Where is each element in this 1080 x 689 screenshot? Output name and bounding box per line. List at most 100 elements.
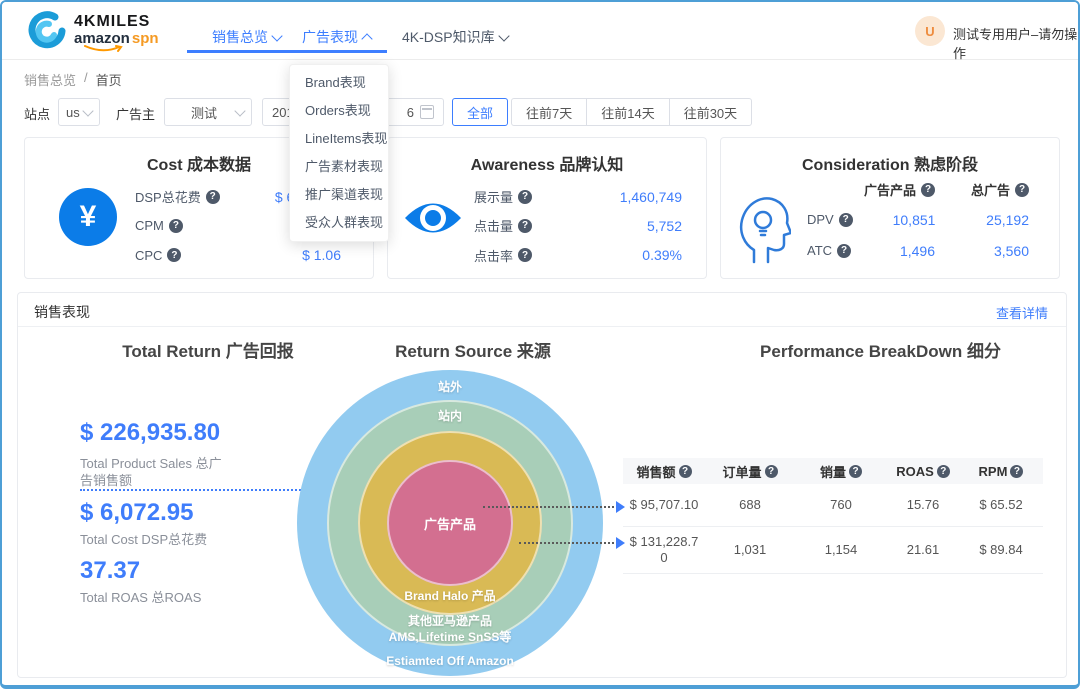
consideration-column-headers: 广告产品 总广告 bbox=[721, 180, 1029, 199]
advertiser-select-value: 测试 bbox=[190, 105, 217, 121]
user-name: 测试专用用户–请勿操作 bbox=[953, 27, 1078, 61]
help-icon[interactable] bbox=[518, 248, 533, 263]
clicks-label: 点击量 bbox=[474, 219, 514, 235]
col-ad-product-label: 广告产品 bbox=[863, 183, 916, 198]
range-30d-button[interactable]: 往前30天 bbox=[668, 99, 751, 125]
help-icon[interactable] bbox=[837, 243, 852, 258]
arrowhead-icon bbox=[616, 501, 625, 513]
breadcrumb-current: 首页 bbox=[95, 73, 122, 88]
amazon-smile-icon bbox=[84, 44, 123, 52]
help-icon[interactable] bbox=[167, 248, 182, 263]
advertiser-label: 广告主 bbox=[116, 107, 156, 122]
menu-item-lineitems[interactable]: LineItems表现 bbox=[305, 131, 388, 146]
brand-amazon: amazon bbox=[74, 29, 130, 47]
consideration-row-atc: ATC 1,496 3,560 bbox=[807, 238, 1029, 264]
nav-dsp-knowledge[interactable]: 4K-DSP知识库 bbox=[402, 27, 510, 47]
brand-spn: spn bbox=[131, 29, 159, 47]
help-icon[interactable] bbox=[921, 182, 935, 197]
nav-ad-performance[interactable]: 广告表现 bbox=[302, 27, 373, 47]
ctr-label: 点击率 bbox=[474, 248, 514, 264]
help-icon[interactable] bbox=[205, 189, 220, 204]
user-avatar[interactable]: U bbox=[915, 16, 945, 46]
sales-section-title: 销售表现 bbox=[34, 304, 90, 320]
ring-ad-product: 广告产品 bbox=[387, 460, 513, 586]
help-icon[interactable] bbox=[678, 464, 692, 478]
leader-dotted-line bbox=[80, 489, 356, 491]
dpv-label: DPV bbox=[807, 212, 834, 227]
help-icon[interactable] bbox=[518, 218, 533, 233]
brand-subtitle: amazon spn bbox=[74, 29, 159, 52]
help-icon[interactable] bbox=[838, 212, 853, 227]
eye-icon bbox=[405, 203, 461, 233]
site-select[interactable]: us bbox=[58, 98, 100, 126]
connector-arrow-row1 bbox=[483, 506, 618, 508]
help-icon[interactable] bbox=[849, 464, 862, 478]
cost-row-dsp-label: DSP总花费 bbox=[135, 190, 201, 206]
help-icon[interactable] bbox=[1015, 182, 1029, 197]
nav-ad-performance-label: 广告表现 bbox=[302, 29, 358, 45]
help-icon[interactable] bbox=[518, 189, 533, 204]
help-icon[interactable] bbox=[936, 464, 950, 478]
impressions-label: 展示量 bbox=[474, 190, 514, 206]
total-return-heading: Total Return 广告回报 bbox=[122, 342, 294, 361]
menu-item-creative[interactable]: 广告素材表现 bbox=[305, 159, 384, 174]
ad-performance-dropdown-menu: Brand表现 Orders表现 LineItems表现 广告素材表现 推广渠道… bbox=[289, 64, 389, 242]
help-icon[interactable] bbox=[764, 464, 778, 478]
chevron-down-icon bbox=[497, 29, 510, 42]
chevron-down-icon bbox=[234, 104, 246, 117]
menu-item-orders[interactable]: Orders表现 bbox=[305, 103, 371, 118]
logo: 4KMILES amazon spn bbox=[26, 10, 159, 52]
breadcrumb-root[interactable]: 销售总览 bbox=[24, 73, 77, 88]
help-icon[interactable] bbox=[1010, 464, 1024, 478]
site-select-value: us bbox=[66, 104, 80, 120]
chevron-down-icon bbox=[82, 104, 94, 117]
return-source-heading: Return Source 来源 bbox=[395, 342, 551, 361]
cost-row-cpc: CPC $ 1.06 bbox=[135, 242, 341, 268]
view-details-link[interactable]: 查看详情 bbox=[995, 306, 1048, 321]
connector-arrow-row2 bbox=[519, 542, 618, 544]
arrowhead-icon bbox=[616, 537, 625, 549]
awareness-row-ctr: 点击率 0.39% bbox=[474, 242, 682, 268]
ring-label-other-amazon: 其他亚马逊产品 bbox=[407, 614, 492, 628]
row2-sales: $ 131,228.7 0 bbox=[629, 534, 699, 565]
menu-item-audience[interactable]: 受众人群表现 bbox=[305, 215, 384, 230]
menu-item-channel[interactable]: 推广渠道表现 bbox=[305, 187, 384, 202]
menu-item-brand[interactable]: Brand表现 bbox=[305, 75, 366, 90]
consideration-row-dpv: DPV 10,851 25,192 bbox=[807, 207, 1029, 233]
awareness-row-clicks: 点击量 5,752 bbox=[474, 213, 682, 239]
col-sales-amount: 销售额 bbox=[636, 464, 676, 480]
col-total-ad-label: 总广告 bbox=[970, 183, 1010, 198]
awareness-card-title: Awareness 品牌认知 bbox=[470, 157, 624, 174]
cost-row-cpc-value: $ 1.06 bbox=[302, 247, 341, 264]
total-roas-label: Total ROAS 总ROAS bbox=[80, 590, 202, 605]
col-rpm: RPM bbox=[978, 463, 1008, 479]
row2-units: 1,154 bbox=[824, 542, 858, 557]
range-14d-button[interactable]: 往前14天 bbox=[586, 99, 668, 125]
awareness-row-impressions: 展示量 1,460,749 bbox=[474, 184, 682, 210]
advertiser-select[interactable]: 测试 bbox=[164, 98, 252, 126]
calendar-icon bbox=[420, 105, 434, 119]
clicks-value: 5,752 bbox=[646, 217, 682, 234]
help-icon[interactable] bbox=[168, 218, 183, 233]
4kmiles-swirl-icon bbox=[28, 11, 66, 49]
nav-sales-overview[interactable]: 销售总览 bbox=[212, 27, 283, 47]
range-all-button[interactable]: 全部 bbox=[452, 98, 508, 126]
row1-orders: 688 bbox=[739, 497, 761, 512]
date-range-start: 201 bbox=[272, 104, 294, 120]
breakdown-table: 销售额 订单量 销量 ROAS RPM $ 95,707.10 688 760 … bbox=[623, 458, 1043, 574]
dpv-ad-product-value: 10,851 bbox=[892, 211, 936, 228]
consideration-card: Consideration 熟虑阶段 广告产品 总广告 DPV 10,851 2… bbox=[720, 137, 1060, 279]
row1-units: 760 bbox=[830, 497, 852, 512]
dpv-total-value: 25,192 bbox=[986, 211, 1029, 228]
range-7d-button[interactable]: 往前7天 bbox=[526, 105, 573, 121]
nav-sales-overview-label: 销售总览 bbox=[212, 29, 268, 45]
row2-roas: 21.61 bbox=[906, 542, 940, 557]
total-product-sales-value: $ 226,935.80 bbox=[80, 419, 221, 446]
breadcrumb: 销售总览 / 首页 bbox=[24, 70, 122, 89]
breakdown-heading: Performance BreakDown 细分 bbox=[760, 342, 1001, 361]
sales-performance-section: 销售表现 查看详情 Total Return 广告回报 Return Sourc… bbox=[17, 292, 1067, 678]
total-product-sales-label: Total Product Sales 总广 告销售额 bbox=[80, 456, 222, 488]
atc-ad-product-value: 1,496 bbox=[899, 242, 935, 259]
quick-range-buttons: 全部 往前7天 往前14天 往前30天 bbox=[452, 98, 753, 126]
